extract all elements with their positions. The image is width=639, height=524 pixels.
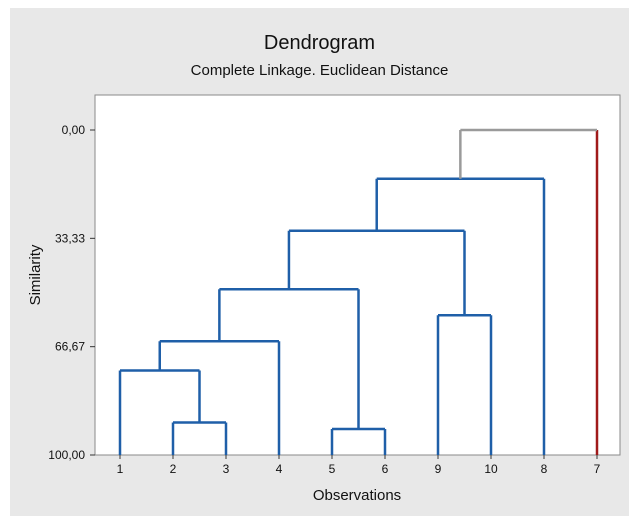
chart-title: Dendrogram — [263, 32, 376, 54]
x-tick-label: 4 — [276, 462, 283, 476]
x-tick-label: 5 — [329, 462, 336, 476]
y-tick-label: 100,00 — [48, 448, 85, 462]
x-tick-label: 6 — [382, 462, 389, 476]
x-tick-label: 1 — [117, 462, 124, 476]
y-tick-label: 66,67 — [55, 340, 85, 354]
x-tick-label: 2 — [170, 462, 177, 476]
x-axis-label: Observations — [313, 487, 401, 504]
y-tick-label: 0,00 — [62, 123, 86, 137]
chart-subtitle: Complete Linkage. Euclidean Distance — [190, 62, 449, 79]
x-tick-label: 9 — [435, 462, 442, 476]
x-tick-label: 3 — [223, 462, 230, 476]
y-tick-label: 33,33 — [55, 231, 85, 245]
x-tick-label: 8 — [541, 462, 548, 476]
x-tick-label: 7 — [594, 462, 601, 476]
y-axis-label: Similarity — [27, 244, 44, 305]
x-tick-label: 10 — [484, 462, 498, 476]
